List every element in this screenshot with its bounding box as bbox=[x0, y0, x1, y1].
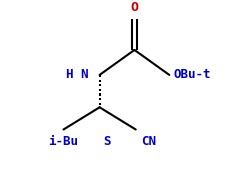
Text: i-Bu: i-Bu bbox=[49, 135, 78, 148]
Text: H N: H N bbox=[66, 68, 88, 80]
Text: S: S bbox=[103, 135, 111, 148]
Text: O: O bbox=[130, 1, 138, 14]
Text: OBu-t: OBu-t bbox=[173, 68, 211, 80]
Text: CN: CN bbox=[141, 135, 156, 148]
